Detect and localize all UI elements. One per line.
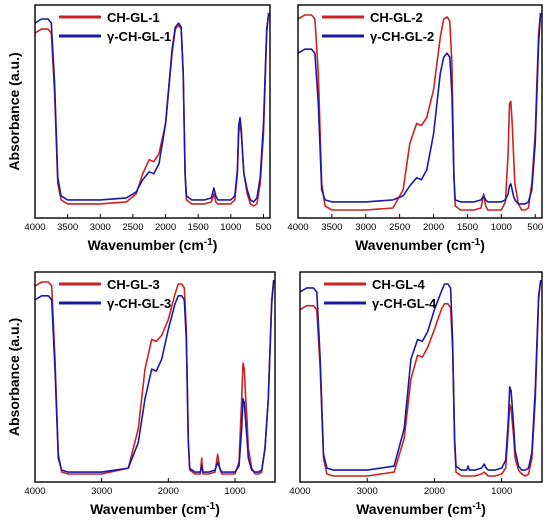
series-line-blue-3	[34, 279, 275, 473]
legend-label: CH-GL-4	[372, 277, 425, 292]
x-tick-label: 1000	[220, 222, 241, 233]
legend-label: γ-CH-GL-2	[370, 29, 434, 44]
x-tick-label: 3500	[57, 222, 78, 233]
panel-3: 4000 3000 2000 1000 Wavenumber (cm-1) Absorba…	[6, 271, 276, 517]
x-tick-label: 1500	[457, 222, 478, 233]
y-axis-label: Absorbance (a.u.)	[6, 52, 22, 170]
x-tick-label: 1000	[224, 486, 245, 497]
x-tick-label: 2500	[122, 222, 143, 233]
panel-2: 4000 3500 3000 2500 2000 1500 1000 500 Wavenumbe…	[287, 4, 543, 253]
x-tick-label: 2000	[423, 222, 444, 233]
panel-1: 4000 3500 3000 2500 2000 1500 1000 500 Wavenumbe…	[6, 4, 272, 253]
x-tick-label: 1000	[491, 222, 512, 233]
x-tick-label: 3000	[91, 486, 112, 497]
panel-4: 4000 3000 2000 1000 Wavenumber (cm-1) CH-GL-4…	[289, 271, 543, 517]
series-line-blue-2	[297, 12, 542, 205]
x-axis-label: Wavenumber (cm-1)	[90, 501, 220, 517]
x-tick-label: 2000	[155, 222, 176, 233]
x-tick-label: 4000	[24, 222, 45, 233]
x-tick-label: 3000	[357, 486, 378, 497]
x-tick-label: 2500	[389, 222, 410, 233]
series-line-red-4	[299, 279, 542, 477]
x-tick-label: 4000	[287, 222, 308, 233]
x-tick-label: 1000	[491, 486, 512, 497]
legend-label: γ-CH-GL-3	[107, 296, 171, 311]
legend-label: CH-GL-2	[370, 10, 423, 25]
x-axis-label: Wavenumber (cm-1)	[356, 501, 486, 517]
x-tick-label: 500	[527, 222, 543, 233]
x-tick-label: 500	[256, 222, 272, 233]
x-axis-label: Wavenumber (cm-1)	[88, 237, 218, 253]
x-tick-label: 3500	[321, 222, 342, 233]
x-axis-label: Wavenumber (cm-1)	[355, 237, 485, 253]
x-tick-label: 1500	[188, 222, 209, 233]
plot-frame	[34, 4, 271, 219]
x-tick-label: 3000	[355, 222, 376, 233]
legend-label: γ-CH-GL-1	[107, 29, 171, 44]
x-tick-label: 2000	[158, 486, 179, 497]
x-tick-label: 4000	[24, 486, 45, 497]
x-tick-label: 3000	[90, 222, 111, 233]
plot-frame	[34, 271, 276, 483]
series-line-blue-4	[299, 279, 542, 471]
legend-label: CH-GL-1	[107, 10, 160, 25]
y-axis-label: Absorbance (a.u.)	[6, 318, 22, 436]
legend-label: γ-CH-GL-4	[372, 296, 437, 311]
series-line-red-2	[297, 12, 542, 211]
x-tick-label: 4000	[289, 486, 310, 497]
plot-frame	[297, 4, 543, 219]
series-line-blue-1	[34, 12, 270, 203]
x-tick-label: 2000	[424, 486, 445, 497]
plot-frame	[299, 271, 543, 483]
legend-label: CH-GL-3	[107, 277, 160, 292]
